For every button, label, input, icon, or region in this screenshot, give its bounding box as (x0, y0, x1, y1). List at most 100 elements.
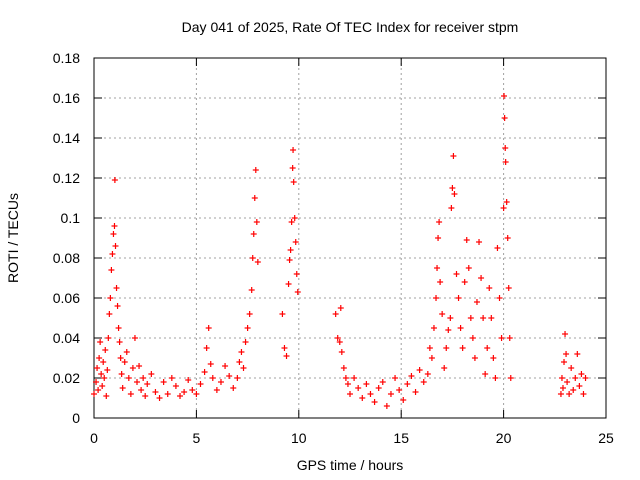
data-point (116, 339, 123, 345)
data-point (108, 267, 115, 273)
data-point (110, 231, 117, 237)
data-point (201, 369, 208, 375)
data-point (433, 295, 440, 301)
data-point (437, 279, 444, 285)
data-point (244, 325, 251, 331)
data-point (185, 377, 192, 383)
x-axis-label: GPS time / hours (297, 457, 404, 473)
data-point (291, 215, 298, 221)
data-point (222, 363, 229, 369)
y-tick-label: 0.18 (53, 50, 80, 66)
data-point (469, 335, 476, 341)
data-point (189, 387, 196, 393)
data-point (443, 345, 450, 351)
data-point (387, 391, 394, 397)
data-point (392, 375, 399, 381)
data-point (459, 345, 466, 351)
data-point (234, 375, 241, 381)
data-point (426, 345, 433, 351)
data-point (254, 259, 261, 265)
x-tick-label: 20 (496, 430, 512, 446)
data-point (107, 295, 114, 301)
data-point (246, 311, 253, 317)
data-point (480, 315, 487, 321)
data-point (238, 349, 245, 355)
data-point (129, 365, 136, 371)
data-point (471, 355, 478, 361)
y-tick-label: 0 (72, 410, 80, 426)
data-point (561, 359, 568, 365)
data-point (467, 315, 474, 321)
data-point (251, 195, 258, 201)
data-point (98, 371, 105, 377)
data-point (492, 375, 499, 381)
data-point (498, 335, 505, 341)
data-point (570, 387, 577, 393)
data-point (338, 349, 345, 355)
data-point (242, 339, 249, 345)
y-tick-label: 0.08 (53, 250, 80, 266)
data-point (340, 365, 347, 371)
data-point (486, 285, 493, 291)
data-point (207, 361, 214, 367)
data-point (293, 271, 300, 277)
data-point (501, 115, 508, 121)
chart-title: Day 041 of 2025, Rate Of TEC Index for r… (182, 19, 519, 35)
data-point (109, 251, 116, 257)
data-point (181, 389, 188, 395)
data-point (97, 339, 104, 345)
data-point (500, 205, 507, 211)
data-point (559, 385, 566, 391)
data-point (285, 281, 292, 287)
data-point (490, 355, 497, 361)
data-point (476, 239, 483, 245)
y-tick-label: 0.06 (53, 290, 80, 306)
data-point (125, 375, 132, 381)
data-point (557, 391, 564, 397)
data-point (250, 231, 257, 237)
data-point (168, 375, 175, 381)
data-point (488, 315, 495, 321)
data-point (463, 237, 470, 243)
x-tick-label: 25 (598, 430, 614, 446)
data-point (355, 385, 362, 391)
data-point (119, 385, 126, 391)
data-point (568, 365, 575, 371)
data-point (172, 383, 179, 389)
data-point (563, 351, 570, 357)
data-point (100, 359, 107, 365)
data-point (230, 385, 237, 391)
data-point (441, 365, 448, 371)
data-point (217, 379, 224, 385)
data-point (434, 265, 441, 271)
data-point (286, 257, 293, 263)
data-point (102, 347, 109, 353)
y-tick-label: 0.14 (53, 130, 80, 146)
data-point (580, 391, 587, 397)
data-point (461, 279, 468, 285)
data-point (416, 367, 423, 373)
data-point (134, 379, 141, 385)
data-point (505, 285, 512, 291)
data-point (566, 391, 573, 397)
data-point (156, 395, 163, 401)
data-point (347, 391, 353, 397)
data-point (94, 365, 101, 371)
data-point (449, 185, 456, 191)
data-point (582, 375, 589, 381)
data-point (113, 285, 120, 291)
y-tick-label: 0.04 (53, 330, 80, 346)
data-point (371, 399, 378, 405)
data-point (96, 355, 103, 361)
data-point (226, 373, 233, 379)
data-point (240, 365, 247, 371)
data-point (482, 371, 489, 377)
data-point (502, 159, 509, 165)
data-point (351, 375, 358, 381)
data-point (412, 389, 419, 395)
data-point (209, 375, 216, 381)
data-point (342, 375, 349, 381)
data-point (103, 393, 110, 399)
data-point (363, 381, 370, 387)
